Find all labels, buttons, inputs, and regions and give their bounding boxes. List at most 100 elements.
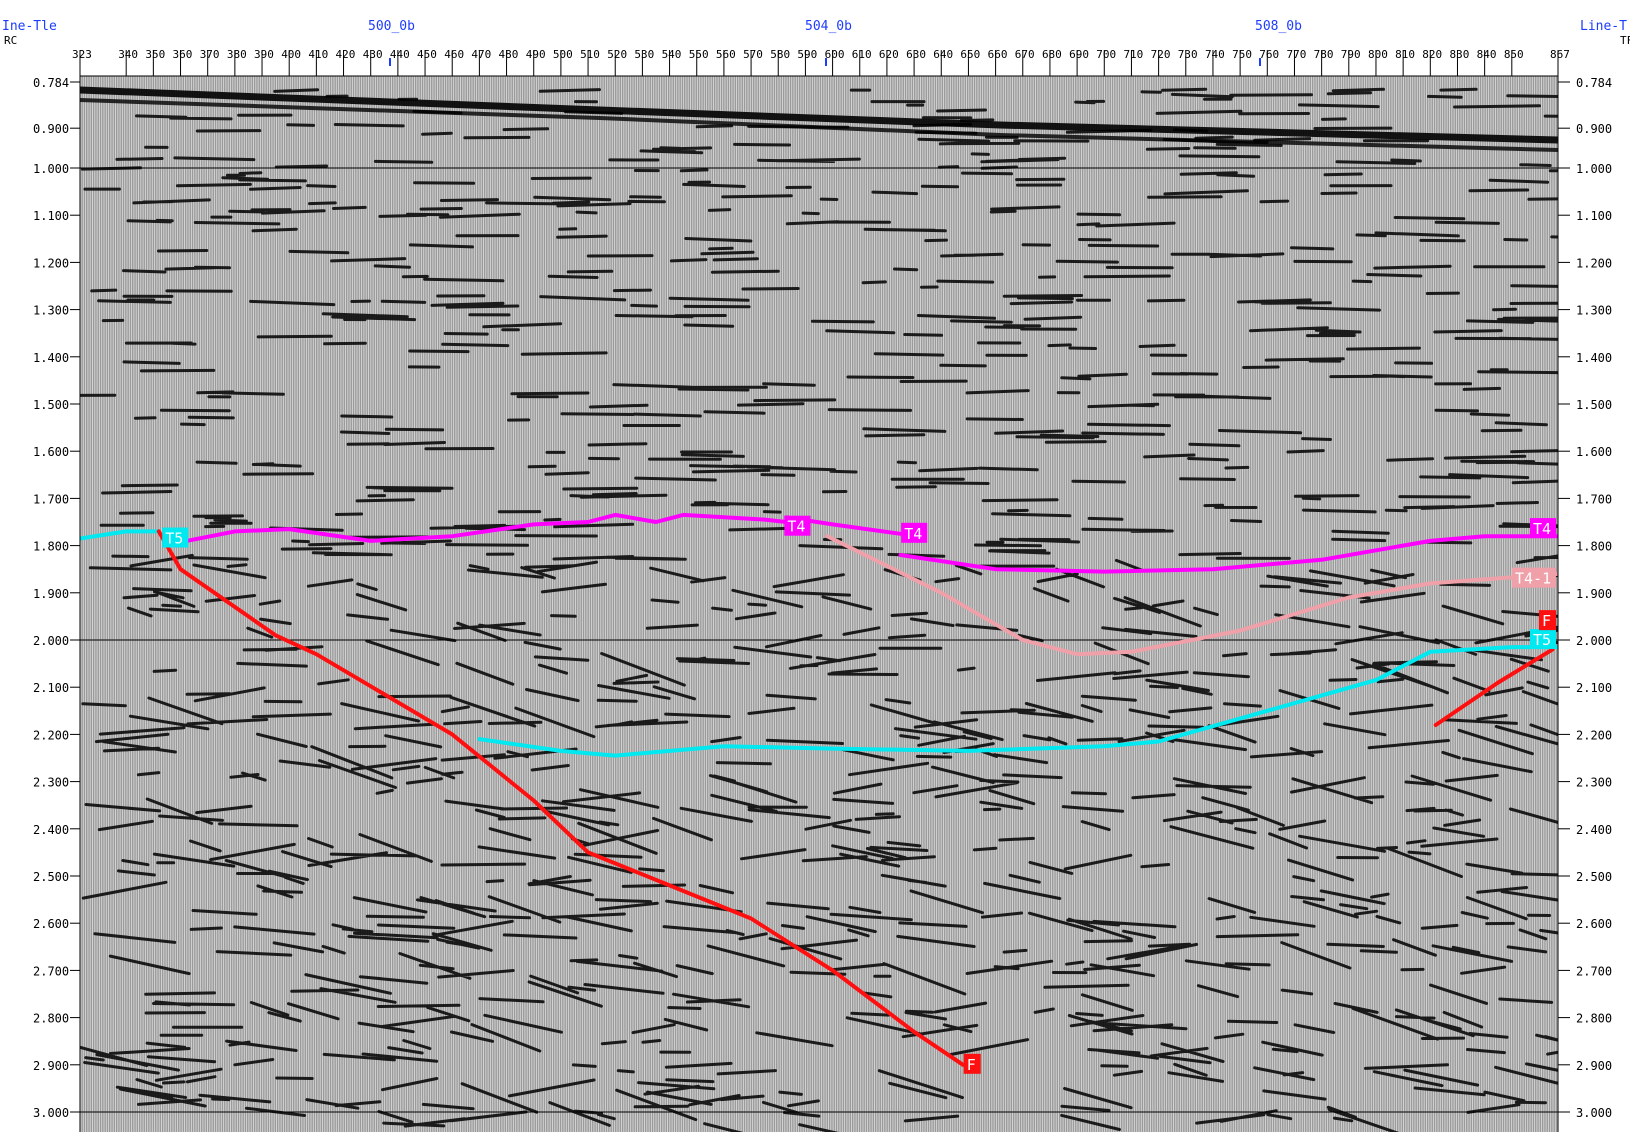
trace-label: 820: [1422, 48, 1442, 61]
time-label-right: 1.400: [1576, 351, 1612, 365]
trace-label: 690: [1069, 48, 1089, 61]
trace-label: 440: [390, 48, 410, 61]
line-label-3: 508_0b: [1255, 19, 1302, 34]
time-label-left: 0.900: [33, 122, 69, 136]
time-label-left: 1.300: [33, 304, 69, 318]
time-label-right: 1.000: [1576, 162, 1612, 176]
line-label-2: 504_0b: [805, 19, 852, 34]
fault-line: [1433, 647, 1555, 727]
svg-text:F: F: [967, 1056, 976, 1074]
time-label-left: 2.700: [33, 964, 69, 978]
time-label-right: 1.900: [1576, 587, 1612, 601]
time-label-right: 2.800: [1576, 1012, 1612, 1026]
marker-f-label: F: [1539, 610, 1556, 631]
marker-t4-1-label: T4-1: [1512, 567, 1556, 588]
time-label-left: 2.600: [33, 917, 69, 931]
trace-label: 867: [1550, 48, 1570, 61]
time-label-left: 1.500: [33, 398, 69, 412]
time-label-left: 1.700: [33, 492, 69, 506]
svg-text:F: F: [1542, 612, 1551, 630]
trace-label: 650: [960, 48, 980, 61]
time-label-right: 1.200: [1576, 256, 1612, 270]
svg-text:T5: T5: [165, 530, 183, 548]
time-label-left: 1.600: [33, 445, 69, 459]
time-label-left: 2.300: [33, 776, 69, 790]
time-label-right: 0.784: [1576, 76, 1612, 90]
time-label-right: 1.500: [1576, 398, 1612, 412]
trace-label: 580: [770, 48, 790, 61]
time-label-right: 2.600: [1576, 917, 1612, 931]
trace-label: 700: [1096, 48, 1116, 61]
trace-label: 500: [553, 48, 573, 61]
trace-label: 670: [1015, 48, 1035, 61]
trace-label: 660: [988, 48, 1008, 61]
time-label-right: 2.500: [1576, 870, 1612, 884]
trace-label: 380: [227, 48, 247, 61]
trace-label: 470: [471, 48, 491, 61]
line-label-1: 500_0b: [368, 19, 415, 34]
time-label-left: 2.900: [33, 1059, 69, 1073]
trace-label: 560: [716, 48, 736, 61]
right-line-title: Line-T: [1580, 19, 1627, 34]
time-label-left: 1.100: [33, 209, 69, 223]
svg-text:T4: T4: [1533, 520, 1551, 538]
marker-t5-label: T5: [162, 527, 189, 548]
trace-label: 400: [281, 48, 301, 61]
time-label-left: 3.000: [33, 1106, 69, 1120]
trace-label: 410: [308, 48, 328, 61]
time-label-left: 0.784: [33, 76, 69, 90]
time-label-left: 2.000: [33, 634, 69, 648]
trace-label: 810: [1395, 48, 1415, 61]
marker-t4-label: T4: [901, 522, 928, 543]
time-label-right: 2.000: [1576, 634, 1612, 648]
right-sub-title: TF: [1620, 34, 1630, 47]
trace-label: 760: [1259, 48, 1279, 61]
svg-text:T5: T5: [1533, 631, 1551, 649]
trace-label: 570: [743, 48, 763, 61]
plot-frame: [79, 75, 1559, 1132]
time-label-right: 2.700: [1576, 964, 1612, 978]
trace-label: 460: [444, 48, 464, 61]
trace-label: 540: [662, 48, 682, 61]
svg-text:T4-1: T4-1: [1515, 570, 1551, 588]
trace-label: 780: [1314, 48, 1334, 61]
time-label-right: 1.700: [1576, 492, 1612, 506]
trace-label: 850: [1504, 48, 1524, 61]
marker-t5-label: T5: [1530, 629, 1556, 649]
trace-label: 800: [1368, 48, 1388, 61]
time-label-left: 1.900: [33, 587, 69, 601]
trace-label: 510: [580, 48, 600, 61]
trace-label: 740: [1205, 48, 1225, 61]
time-label-left: 2.200: [33, 728, 69, 742]
marker-f-label: F: [963, 1053, 981, 1074]
trace-label: 830: [1449, 48, 1469, 61]
time-label-right: 2.200: [1576, 728, 1612, 742]
time-axis-left: 0.784 0.900 1.000 1.100 1.200 1.300 1.400 1.500…: [33, 76, 80, 1120]
trace-label: 730: [1178, 48, 1198, 61]
time-label-left: 1.800: [33, 540, 69, 554]
left-line-title: Ine-Tle: [2, 19, 57, 34]
horizon-t4-line: [173, 512, 789, 546]
time-label-left: 1.200: [33, 256, 69, 270]
time-label-right: 1.800: [1576, 540, 1612, 554]
trace-label: 360: [173, 48, 193, 61]
time-label-left: 2.400: [33, 823, 69, 837]
trace-label: 790: [1341, 48, 1361, 61]
time-label-left: 2.500: [33, 870, 69, 884]
time-label-right: 2.400: [1576, 823, 1612, 837]
trace-label: 520: [607, 48, 627, 61]
time-label-right: 2.100: [1576, 681, 1612, 695]
trace-label: 770: [1286, 48, 1306, 61]
fault-line: [156, 529, 965, 1067]
trace-label: 530: [634, 48, 654, 61]
trace-label: 370: [200, 48, 220, 61]
trace-label: 340: [118, 48, 138, 61]
horizon-t4-line: [898, 534, 1558, 574]
trace-label: 680: [1042, 48, 1062, 61]
interpretation-layer: [80, 512, 1558, 1067]
seismic-amplitude-texture: [80, 76, 1558, 1132]
time-label-right: 1.100: [1576, 209, 1612, 223]
